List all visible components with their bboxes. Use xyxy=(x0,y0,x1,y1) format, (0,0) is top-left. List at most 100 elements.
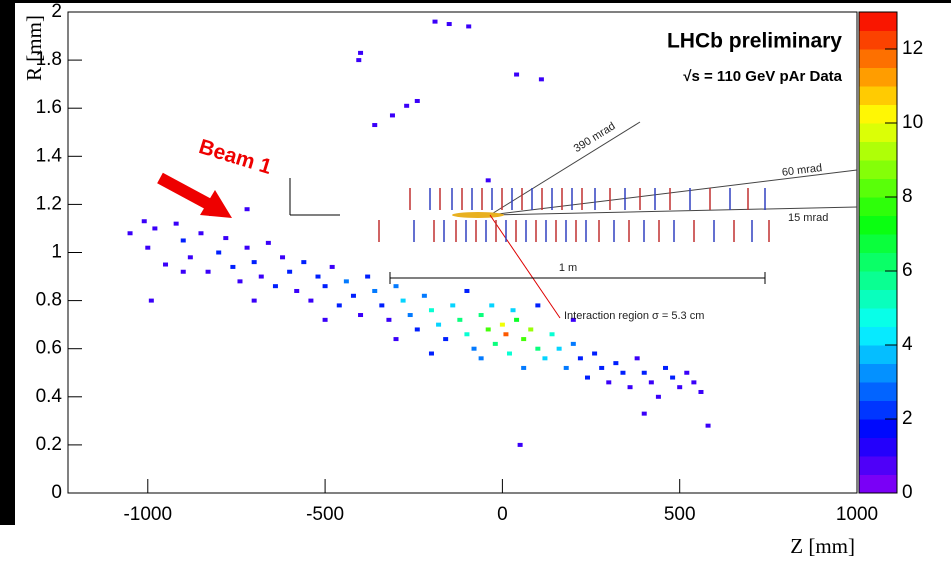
bin xyxy=(499,322,505,327)
bin xyxy=(389,113,395,118)
y-tick-label: 1.8 xyxy=(36,49,62,70)
bin xyxy=(489,303,495,308)
angle-line xyxy=(489,121,641,216)
bin xyxy=(251,298,257,303)
bin xyxy=(457,317,463,322)
bin xyxy=(599,365,605,370)
bin xyxy=(464,332,470,337)
colorbar-cell xyxy=(859,400,897,420)
histogram xyxy=(127,19,711,447)
bin xyxy=(258,274,264,279)
bin xyxy=(356,58,362,63)
bin xyxy=(592,351,598,356)
bin xyxy=(506,351,512,356)
x-tick-label: 500 xyxy=(664,504,696,525)
bin xyxy=(421,293,427,298)
bin xyxy=(478,356,484,361)
bin xyxy=(322,317,328,322)
bin xyxy=(244,207,250,212)
colorbar-cell xyxy=(859,474,897,494)
colorbar-cell xyxy=(859,456,897,475)
colorbar-cell xyxy=(859,178,897,198)
x-tick-label: 1000 xyxy=(836,504,878,525)
bin xyxy=(641,411,647,416)
bin xyxy=(141,219,147,224)
bin xyxy=(358,313,364,318)
bin xyxy=(336,303,342,308)
bin xyxy=(265,240,271,245)
bin xyxy=(691,380,697,385)
y-tick-label: 0.2 xyxy=(36,434,62,455)
colorbar-cell xyxy=(859,141,897,161)
bin xyxy=(251,260,257,265)
z-tick-label: 10 xyxy=(902,112,923,133)
bin xyxy=(514,72,520,77)
bin xyxy=(478,313,484,318)
z-tick-label: 2 xyxy=(902,408,913,429)
bin xyxy=(404,103,410,108)
bin xyxy=(521,337,527,342)
x-tick-label: -1000 xyxy=(123,504,172,525)
bin xyxy=(393,337,399,342)
y-axis-label: R [mm] xyxy=(22,15,46,81)
bin xyxy=(606,380,612,385)
bin xyxy=(648,380,654,385)
y-tick-label: 0.8 xyxy=(36,290,62,311)
colorbar-cell xyxy=(859,123,897,142)
bin xyxy=(535,303,541,308)
z-tick-label: 6 xyxy=(902,260,913,281)
bin xyxy=(471,346,477,351)
bin xyxy=(294,288,300,293)
bin xyxy=(315,274,321,279)
bin xyxy=(698,389,704,394)
bin xyxy=(450,303,456,308)
bin xyxy=(322,284,328,289)
y-tick-label: 1 xyxy=(51,242,62,263)
detector-overlay xyxy=(157,121,858,319)
bin xyxy=(538,77,544,82)
colorbar-cell xyxy=(859,326,897,346)
plot-frame xyxy=(67,11,858,494)
colorbar-cell xyxy=(859,197,897,216)
angle-label: 15 mrad xyxy=(788,212,828,224)
bin xyxy=(584,375,590,380)
colorbar-frame xyxy=(858,11,898,494)
bin xyxy=(407,313,413,318)
bin xyxy=(521,365,527,370)
bin xyxy=(244,245,250,250)
colorbar-cell xyxy=(859,252,897,272)
bin xyxy=(180,238,186,243)
y-tick-label: 1.6 xyxy=(36,97,62,118)
colorbar-cell xyxy=(859,86,897,105)
bin xyxy=(187,255,193,260)
bin xyxy=(400,298,406,303)
chart-title: LHCb preliminary xyxy=(667,30,842,53)
bin xyxy=(492,341,498,346)
bin xyxy=(466,24,472,29)
x-axis-label: Z [mm] xyxy=(790,534,855,558)
x-tick-label: -500 xyxy=(306,504,344,525)
bin xyxy=(684,370,690,375)
z-tick-label: 4 xyxy=(902,334,913,355)
colorbar-cell xyxy=(859,104,897,124)
bin xyxy=(343,279,349,284)
angle-line xyxy=(489,206,858,216)
bin xyxy=(570,317,576,322)
bin xyxy=(205,269,211,274)
bin xyxy=(152,226,158,231)
bin xyxy=(372,288,378,293)
bin xyxy=(198,231,204,236)
scale-label: 1 m xyxy=(559,262,577,274)
colorbar-cell xyxy=(859,12,897,31)
z-tick-label: 8 xyxy=(902,186,913,207)
colorbar-cell xyxy=(859,271,897,290)
x-tick-label: 0 xyxy=(497,504,508,525)
beam-arrow xyxy=(157,172,215,212)
bin xyxy=(655,394,661,399)
bin xyxy=(365,274,371,279)
bin xyxy=(379,303,385,308)
colorbar-cell xyxy=(859,437,897,457)
bin xyxy=(514,317,520,322)
bin xyxy=(148,298,154,303)
bin xyxy=(670,375,676,380)
